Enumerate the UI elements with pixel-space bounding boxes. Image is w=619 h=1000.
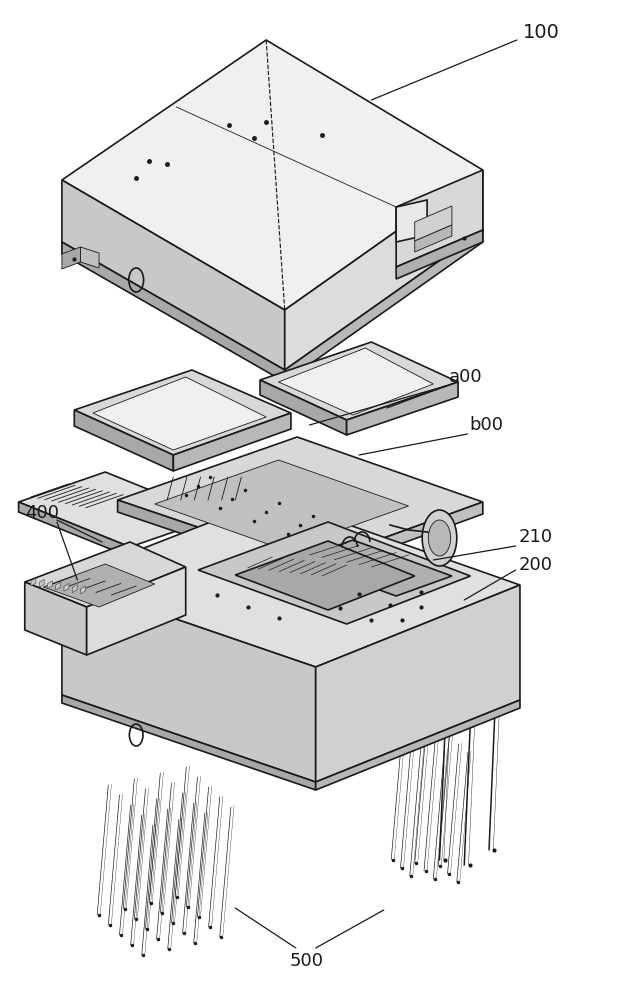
Text: 500: 500 [290, 952, 324, 970]
Circle shape [428, 520, 451, 556]
Polygon shape [316, 700, 520, 790]
Polygon shape [64, 583, 69, 591]
Polygon shape [19, 472, 217, 547]
Text: a00: a00 [449, 368, 482, 386]
Polygon shape [19, 502, 130, 557]
Polygon shape [260, 342, 458, 420]
Polygon shape [56, 582, 61, 590]
Polygon shape [415, 206, 452, 241]
Polygon shape [80, 247, 99, 268]
Polygon shape [279, 348, 433, 415]
Polygon shape [31, 578, 36, 586]
Polygon shape [62, 40, 483, 310]
Polygon shape [39, 579, 44, 587]
Text: 100: 100 [523, 23, 560, 42]
Polygon shape [285, 230, 483, 382]
Polygon shape [43, 564, 155, 607]
Polygon shape [62, 580, 316, 782]
Polygon shape [316, 585, 520, 782]
Polygon shape [118, 437, 483, 565]
Polygon shape [396, 170, 483, 267]
Polygon shape [155, 460, 409, 550]
Polygon shape [173, 413, 291, 471]
Text: b00: b00 [469, 416, 503, 434]
Polygon shape [310, 502, 483, 577]
Polygon shape [62, 247, 80, 269]
Polygon shape [93, 377, 266, 450]
Circle shape [422, 510, 457, 566]
Polygon shape [118, 500, 310, 577]
Polygon shape [62, 180, 285, 370]
Polygon shape [415, 225, 452, 252]
Polygon shape [458, 224, 477, 246]
Polygon shape [347, 382, 458, 435]
Polygon shape [396, 200, 427, 242]
Polygon shape [235, 541, 415, 610]
Polygon shape [74, 370, 291, 455]
Polygon shape [62, 242, 285, 382]
Polygon shape [74, 410, 173, 471]
Polygon shape [62, 498, 520, 667]
Polygon shape [198, 522, 470, 624]
Polygon shape [25, 542, 186, 607]
Polygon shape [48, 581, 53, 589]
Polygon shape [285, 170, 483, 370]
Polygon shape [62, 695, 316, 790]
Polygon shape [80, 586, 85, 594]
Text: 200: 200 [519, 556, 553, 574]
Polygon shape [87, 567, 186, 655]
Polygon shape [260, 380, 347, 435]
Text: 210: 210 [519, 528, 553, 546]
Polygon shape [72, 585, 77, 593]
Polygon shape [396, 230, 483, 279]
Polygon shape [297, 540, 452, 596]
Polygon shape [25, 582, 87, 655]
Text: 400: 400 [25, 504, 59, 522]
